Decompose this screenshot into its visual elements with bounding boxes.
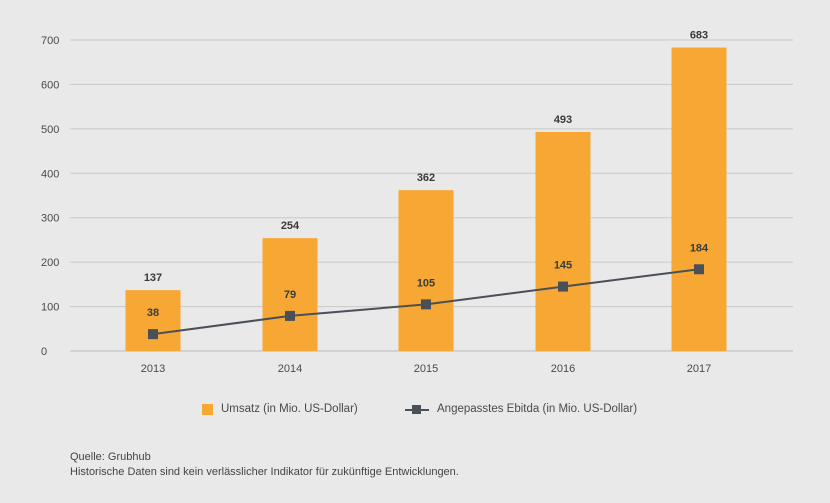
legend-item-ebitda: Angepasstes Ebitda (in Mio. US-Dollar) [405, 403, 637, 415]
legend-swatch-bar [202, 403, 213, 415]
bar [262, 238, 318, 351]
line-marker [285, 310, 295, 321]
y-tick-label: 400 [41, 168, 59, 180]
x-tick-label: 2017 [687, 363, 711, 375]
bar-value-label: 362 [417, 172, 435, 184]
legend: Umsatz (in Mio. US-Dollar) Angepasstes E… [0, 403, 830, 421]
bar-value-label: 493 [554, 114, 572, 126]
line-marker [694, 264, 704, 275]
bar [125, 290, 181, 351]
disclaimer-note: Historische Daten sind kein verlässliche… [70, 466, 459, 478]
legend-item-umsatz: Umsatz (in Mio. US-Dollar) [202, 403, 358, 415]
line-marker [558, 281, 568, 292]
legend-swatch-line [405, 404, 429, 415]
y-tick-label: 300 [41, 213, 59, 225]
line-marker [148, 329, 158, 340]
line-value-label: 105 [417, 277, 435, 289]
bar-series: 137 254 362 493 683 [125, 30, 727, 351]
y-tick-label: 200 [41, 257, 59, 269]
bar-value-label: 254 [281, 220, 300, 232]
line-marker [421, 299, 431, 310]
legend-label-umsatz: Umsatz (in Mio. US-Dollar) [221, 403, 358, 415]
x-tick-label: 2016 [551, 363, 575, 375]
y-tick-label: 700 [41, 35, 59, 47]
y-tick-label: 100 [41, 302, 59, 314]
y-tick-label: 600 [41, 79, 59, 91]
bar [535, 131, 591, 351]
legend-label-ebitda: Angepasstes Ebitda (in Mio. US-Dollar) [437, 403, 638, 415]
line-series: 38 79 105 145 184 [147, 242, 709, 340]
footer: Quelle: Grubhub Historische Daten sind k… [70, 450, 459, 480]
y-tick-label: 500 [41, 124, 59, 136]
bar-value-label: 137 [144, 272, 162, 284]
source-note: Quelle: Grubhub [70, 451, 151, 463]
line-value-label: 145 [554, 260, 572, 272]
line-value-label: 79 [284, 289, 296, 301]
x-tick-label: 2014 [278, 363, 302, 375]
x-tick-label: 2013 [141, 363, 165, 375]
bar [398, 190, 454, 351]
line-value-label: 184 [690, 242, 709, 254]
bar-value-label: 683 [690, 30, 708, 42]
y-tick-label: 0 [41, 346, 47, 358]
y-axis: 0 100 200 300 400 500 600 700 [41, 35, 59, 358]
x-axis: 2013 2014 2015 2016 2017 [141, 363, 711, 375]
x-tick-label: 2015 [414, 363, 438, 375]
line-value-label: 38 [147, 307, 159, 319]
bar [671, 47, 727, 351]
chart: 0 100 200 300 400 500 600 700 137 254 362 493 683 3… [41, 30, 793, 375]
